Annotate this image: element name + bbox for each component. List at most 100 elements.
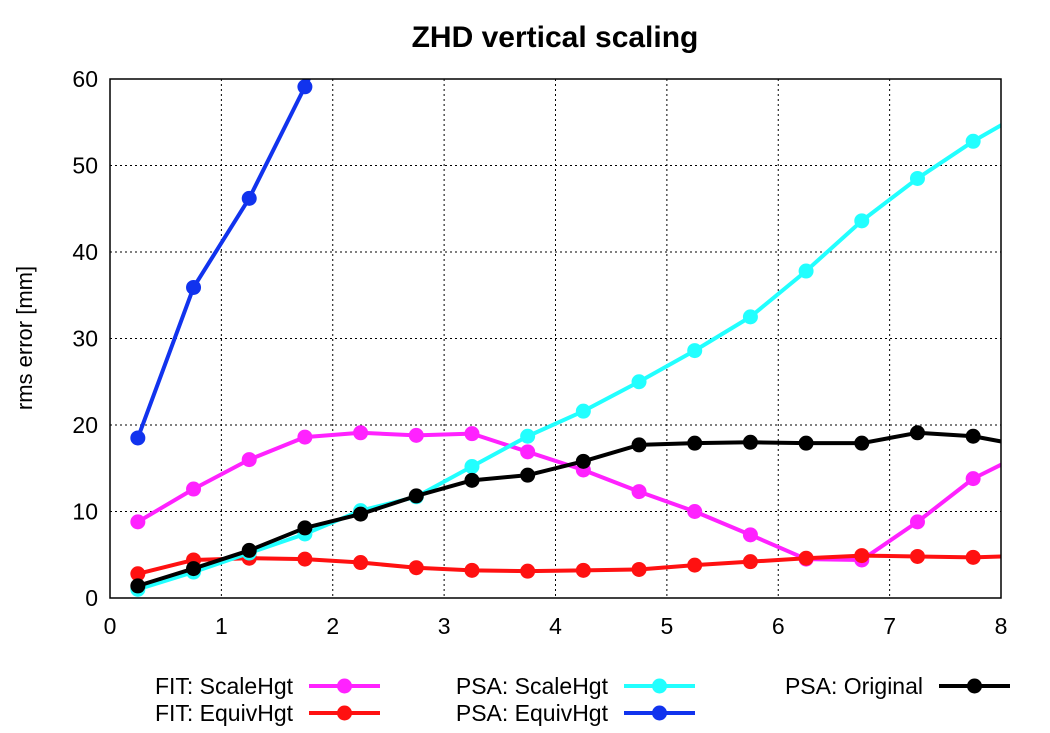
data-point — [631, 374, 647, 390]
data-point — [965, 133, 981, 149]
legend-swatch-marker — [652, 705, 667, 721]
series-line — [137, 122, 1001, 592]
data-point — [241, 190, 257, 206]
legend-label: PSA: ScaleHgt — [456, 673, 609, 699]
data-point — [575, 453, 591, 469]
legend-label: PSA: Original — [785, 673, 923, 699]
data-point — [965, 471, 981, 487]
data-point — [909, 514, 925, 530]
x-tick-label: 2 — [326, 613, 339, 639]
plot-frame — [109, 78, 1002, 599]
grid — [110, 79, 1001, 598]
series-psa-equivhgt — [130, 79, 313, 446]
data-point — [687, 504, 703, 519]
legend-item-fit-equivhgt: FIT: EquivHgt — [155, 700, 380, 726]
legend-swatch-marker — [337, 705, 352, 721]
chart-title: ZHD vertical scaling — [412, 21, 699, 54]
data-point — [631, 484, 647, 500]
x-tick-label: 3 — [438, 613, 451, 639]
legend-swatch-marker — [337, 678, 352, 694]
data-point — [130, 514, 146, 530]
data-point — [1021, 548, 1036, 563]
data-point — [297, 551, 313, 567]
legend-swatch-marker — [967, 678, 982, 694]
x-tick-label: 5 — [660, 613, 673, 639]
y-tick-label: 40 — [72, 239, 98, 265]
data-point — [742, 554, 758, 570]
data-point — [687, 557, 703, 573]
series-fit-equivhgt — [130, 548, 1036, 582]
axis-ticks: 0 1 2 3 4 5 6 7 8 0 10 20 30 40 50 60 — [72, 66, 1007, 639]
data-point — [965, 549, 981, 565]
x-tick-label: 4 — [549, 613, 562, 639]
y-tick-label: 10 — [72, 499, 98, 525]
y-tick-label: 0 — [85, 585, 98, 611]
data-point — [464, 472, 480, 488]
x-tick-label: 1 — [215, 613, 228, 639]
data-point — [575, 562, 591, 578]
x-tick-label: 6 — [772, 613, 785, 639]
data-point — [520, 563, 536, 579]
data-point — [241, 542, 257, 558]
series-psa-scalehgt — [130, 102, 1036, 597]
data-point — [687, 343, 703, 359]
legend-label: PSA: EquivHgt — [456, 700, 609, 726]
data-point — [353, 506, 369, 522]
y-tick-label: 50 — [72, 153, 98, 179]
data-point — [464, 426, 480, 442]
data-point — [631, 437, 647, 453]
data-point — [1021, 102, 1036, 117]
data-point — [520, 444, 536, 460]
x-tick-label: 8 — [995, 613, 1008, 639]
data-point — [130, 566, 146, 582]
series-fit-scalehgt — [130, 425, 1036, 568]
data-point — [798, 435, 814, 451]
data-point — [520, 428, 536, 444]
data-point — [297, 429, 313, 445]
data-point — [353, 425, 369, 441]
data-point — [408, 560, 424, 576]
data-point — [130, 430, 146, 446]
data-point — [1021, 439, 1036, 454]
x-tick-label: 7 — [883, 613, 896, 639]
data-point — [742, 527, 758, 543]
data-point — [186, 561, 202, 577]
data-point — [408, 427, 424, 443]
legend-label: FIT: EquivHgt — [155, 700, 294, 726]
data-point — [798, 550, 814, 566]
data-point — [130, 578, 146, 594]
data-point — [520, 467, 536, 483]
legend-item-psa-scalehgt: PSA: ScaleHgt — [456, 673, 695, 699]
data-point — [297, 79, 313, 95]
data-point — [575, 403, 591, 419]
data-point — [631, 561, 647, 577]
data-point — [297, 520, 313, 536]
data-point — [408, 488, 424, 504]
data-point — [854, 213, 870, 229]
legend-item-psa-equivhgt: PSA: EquivHgt — [456, 700, 695, 726]
y-tick-label: 20 — [72, 412, 98, 438]
series-line — [135, 79, 312, 439]
data-point — [186, 279, 202, 295]
legend-item-psa-original: PSA: Original — [785, 673, 1010, 699]
data-point — [464, 459, 480, 475]
data-point — [798, 263, 814, 279]
legend-label: FIT: ScaleHgt — [155, 673, 294, 699]
data-point — [742, 434, 758, 450]
data-point — [854, 548, 870, 564]
data-point — [742, 309, 758, 325]
y-tick-label: 60 — [72, 66, 98, 92]
x-tick-label: 0 — [104, 613, 117, 639]
data-point — [854, 435, 870, 451]
data-point — [909, 548, 925, 564]
legend-swatch-marker — [652, 678, 667, 694]
data-point — [353, 555, 369, 571]
data-point — [241, 452, 257, 468]
y-tick-label: 30 — [72, 326, 98, 352]
data-point — [1021, 443, 1036, 458]
data-point — [909, 425, 925, 441]
data-point — [909, 170, 925, 186]
data-point — [464, 562, 480, 578]
